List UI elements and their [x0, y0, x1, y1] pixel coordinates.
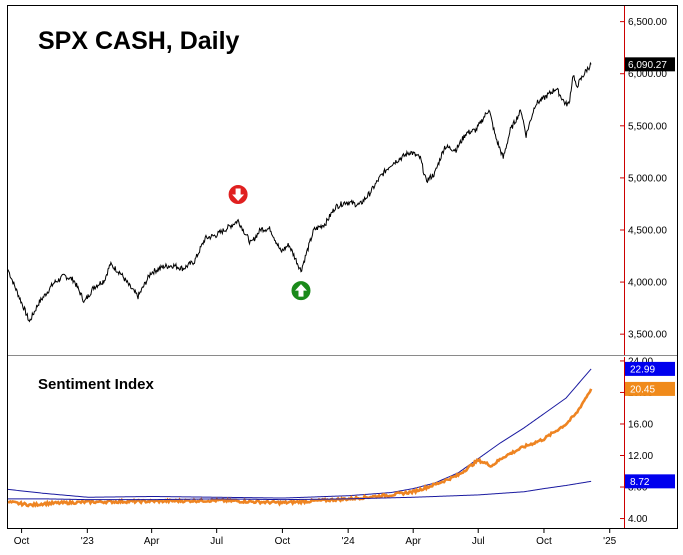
sentiment-series	[7, 368, 593, 508]
sentiment-pane: Sentiment Index 24.0020.0016.0012.008.00…	[7, 356, 675, 525]
sentiment-value-label: 20.45	[630, 384, 655, 395]
sentiment-value-box	[625, 381, 675, 396]
date-tick-label: Oct	[536, 536, 552, 547]
price-tick-label: 5,000.00	[628, 173, 667, 184]
price-tick-label: 4,000.00	[628, 278, 667, 289]
date-axis-ticks: Oct '23 Apr Jul Oct '24 Apr Jul Oct '25	[14, 528, 617, 547]
price-tick-label: 4,500.00	[628, 225, 667, 236]
last-price-badge: 6,090.27	[625, 57, 675, 72]
date-tick-label: '25	[603, 536, 616, 547]
price-axis-ticks: 6,500.00 6,000.00 5,500.00 5,000.00 4,500.00…	[620, 17, 667, 341]
sentiment-value-box	[625, 361, 675, 376]
price-tick-label: 3,500.00	[628, 330, 667, 341]
chart-title: SPX CASH, Daily	[38, 27, 240, 55]
date-tick-label: Oct	[14, 536, 30, 547]
sentiment-tick-label: 4.00	[628, 514, 648, 525]
last-price-label: 6,090.27	[628, 60, 667, 71]
sentiment-value-label: 22.99	[630, 364, 655, 375]
price-tick-label: 6,000.00	[628, 69, 667, 80]
sentiment-value-box	[625, 474, 675, 489]
price-pane: SPX CASH, Daily 6,500.00 6,000.00 5,500.00…	[7, 17, 675, 341]
price-tick-label: 6,500.00	[628, 17, 667, 28]
sentiment-upper-band-line	[7, 368, 592, 499]
sentiment-title: Sentiment Index	[38, 376, 155, 393]
date-tick-label: '23	[81, 536, 94, 547]
chart-frame	[7, 5, 678, 529]
sentiment-tick-label: 12.00	[628, 451, 653, 462]
arrow-up-icon	[290, 280, 312, 302]
date-tick-label: Jul	[210, 536, 223, 547]
date-tick-label: Apr	[144, 536, 160, 547]
sentiment-lower-band-line	[8, 480, 592, 501]
date-tick-label: Jul	[472, 536, 485, 547]
sentiment-value-badges: 22.99 20.45 8.72	[625, 361, 675, 489]
sentiment-line	[7, 388, 593, 508]
date-tick-label: '24	[342, 536, 355, 547]
date-tick-label: Oct	[275, 536, 291, 547]
date-tick-label: Apr	[405, 536, 421, 547]
last-price-box	[625, 57, 675, 72]
price-tick-label: 5,500.00	[628, 121, 667, 132]
price-series-line	[7, 61, 592, 323]
sentiment-value-label: 8.72	[630, 477, 650, 488]
arrow-down-icon	[227, 183, 249, 205]
signal-markers	[227, 183, 312, 302]
sentiment-tick-label: 16.00	[628, 419, 653, 430]
